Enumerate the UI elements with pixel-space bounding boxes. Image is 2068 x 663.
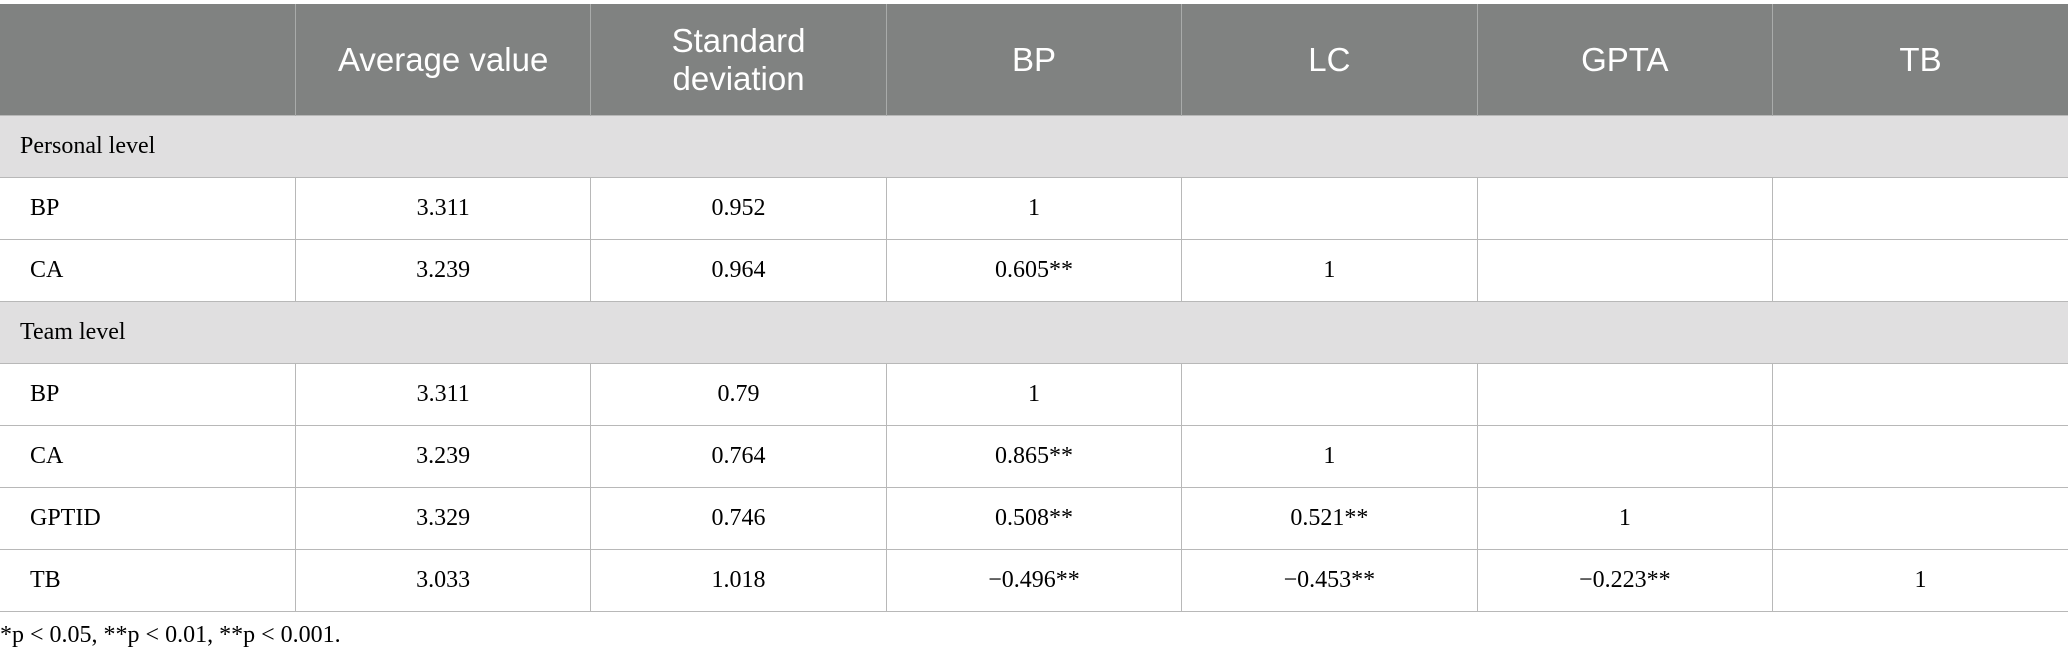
row-label: BP [0,363,296,426]
correlation-table: Average value Standard deviation BP LC GPTA T… [0,4,2068,612]
cell: 1 [885,177,1183,240]
cell: 0.964 [590,239,887,302]
cell: 1 [1772,549,2068,612]
empty-cell [1772,487,2068,550]
section-title: Team level [0,301,2068,364]
empty-cell [1772,177,2068,240]
row-label: GPTID [0,487,296,550]
empty-cell [1476,239,1774,302]
cell: 1 [1476,487,1774,550]
cell: 3.033 [294,549,592,612]
cell: 1 [1181,425,1478,488]
cell: 1 [1181,239,1478,302]
header-cell: GPTA [1477,4,1774,116]
empty-cell [1476,363,1774,426]
header-cell: BP [886,4,1183,116]
data-row: GPTID 3.329 0.746 0.508** 0.521** 1 [0,487,2068,550]
empty-cell [1476,177,1774,240]
header-cell: TB [1772,4,2068,116]
cell: −0.223** [1476,549,1774,612]
cell: 0.79 [590,363,887,426]
cell: 0.508** [885,487,1183,550]
empty-cell [1181,363,1478,426]
empty-cell [1772,363,2068,426]
header-cell: Average value [295,4,592,116]
data-row: BP 3.311 0.952 1 [0,177,2068,240]
cell: 3.329 [294,487,592,550]
cell: 0.746 [590,487,887,550]
cell: 3.239 [294,425,592,488]
section-row: Personal level [0,115,2068,178]
row-label: TB [0,549,296,612]
data-row: TB 3.033 1.018 −0.496** −0.453** −0.223** 1 [0,549,2068,612]
row-label: BP [0,177,296,240]
header-cell: Standard deviation [590,4,887,116]
empty-cell [1772,425,2068,488]
cell: 0.605** [885,239,1183,302]
footnote: *p < 0.05, **p < 0.01, **p < 0.001. [0,622,341,648]
cell: 3.239 [294,239,592,302]
empty-cell [1772,239,2068,302]
cell: 0.952 [590,177,887,240]
header-row: Average value Standard deviation BP LC GPTA T… [0,4,2068,116]
cell: 0.764 [590,425,887,488]
cell: 3.311 [294,363,592,426]
cell: 1.018 [590,549,887,612]
table-body: Personal level BP 3.311 0.952 1 CA 3.239 0.964 0… [0,115,2068,612]
row-label: CA [0,425,296,488]
data-row: CA 3.239 0.964 0.605** 1 [0,239,2068,302]
cell: 0.865** [885,425,1183,488]
cell: −0.453** [1181,549,1478,612]
header-cell: LC [1181,4,1478,116]
header-cell [0,4,296,116]
cell: 3.311 [294,177,592,240]
section-title: Personal level [0,115,2068,178]
data-row: CA 3.239 0.764 0.865** 1 [0,425,2068,488]
empty-cell [1476,425,1774,488]
data-row: BP 3.311 0.79 1 [0,363,2068,426]
row-label: CA [0,239,296,302]
section-row: Team level [0,301,2068,364]
cell: 1 [885,363,1183,426]
empty-cell [1181,177,1478,240]
cell: −0.496** [885,549,1183,612]
cell: 0.521** [1181,487,1478,550]
